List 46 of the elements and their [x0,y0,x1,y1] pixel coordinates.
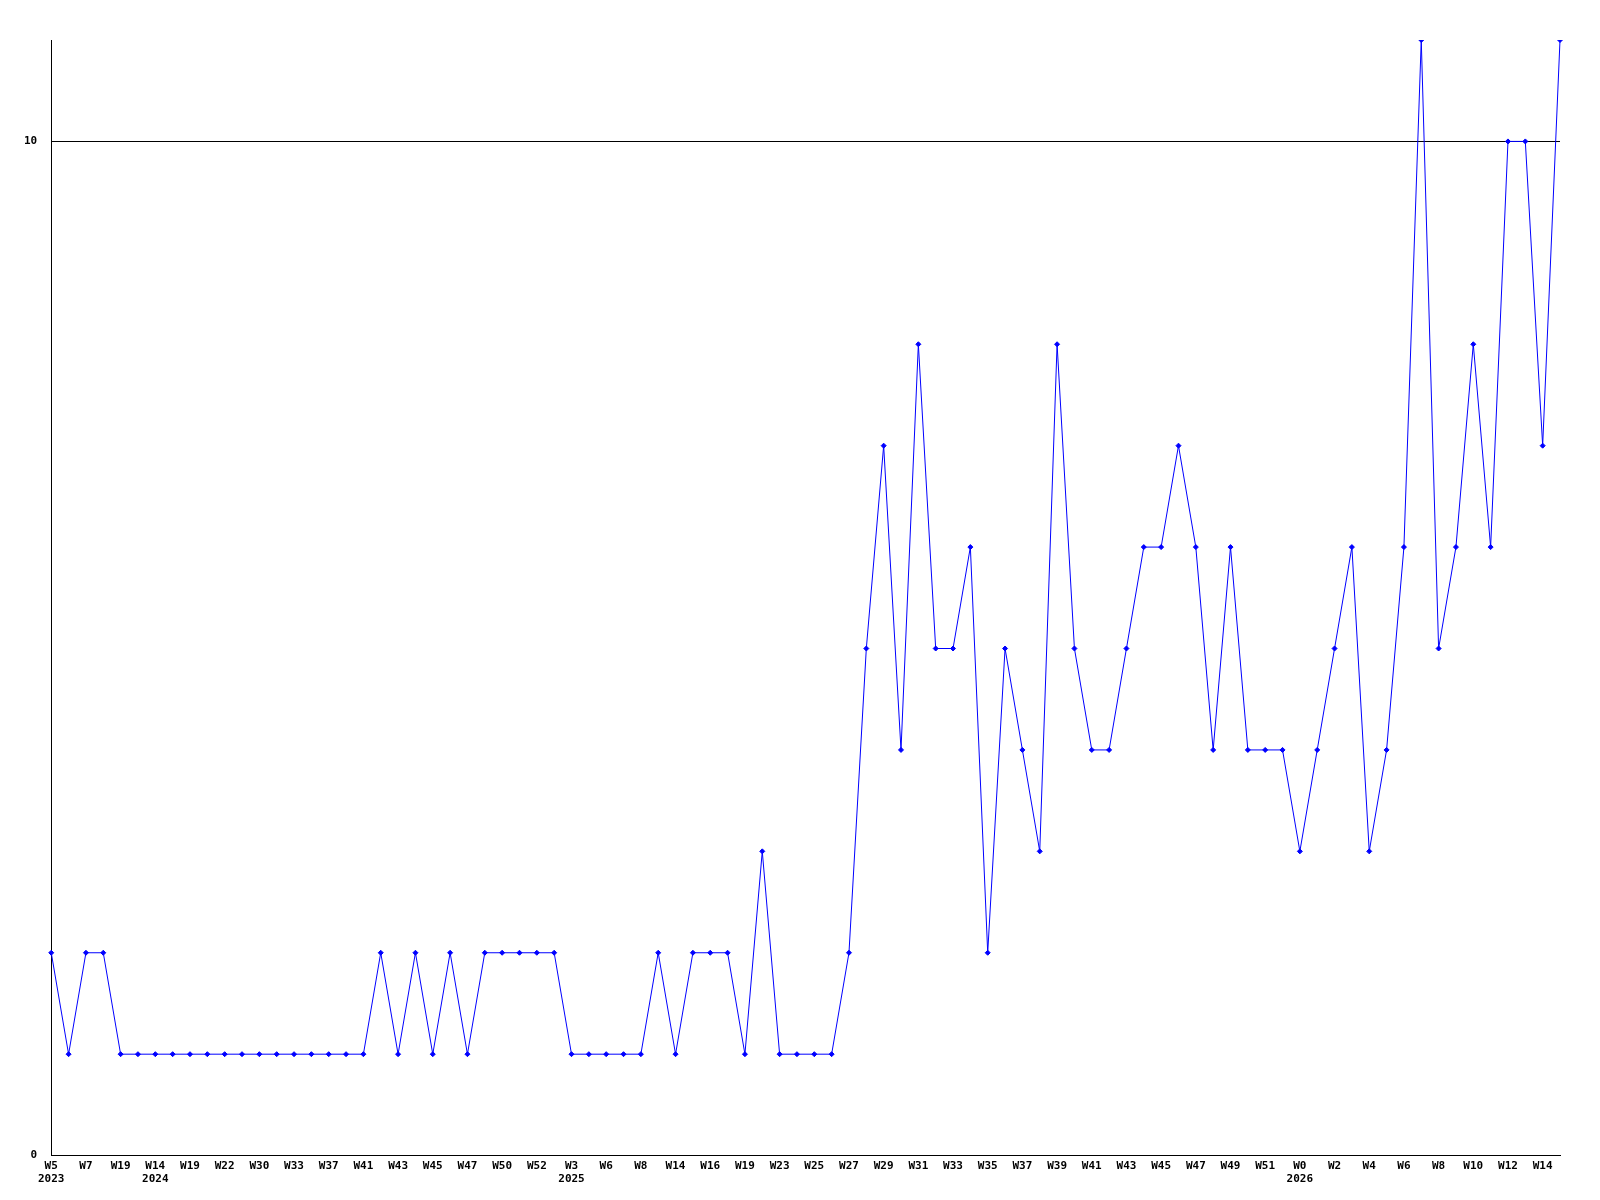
x-tick-label: W4 [1362,1159,1377,1173]
x-tick-label: W14 [665,1159,686,1173]
x-tick-label: W5 2023 [38,1159,65,1186]
x-tick-label: W30 [249,1159,270,1173]
x-tick-label: W19 [734,1159,755,1173]
x-tick-label: W49 [1220,1159,1241,1173]
x-tick-label: W41 [353,1159,374,1173]
x-tick-label: W16 [700,1159,721,1173]
x-tick-label: W7 [79,1159,93,1173]
x-tick-label: W43 [1116,1159,1137,1173]
x-tick-label: W33 [943,1159,963,1173]
y-tick-label: 10 [24,134,38,148]
x-tick-label: W39 [1047,1159,1068,1173]
x-tick-label: W6 [599,1159,614,1173]
x-tick-label: W27 [839,1159,859,1173]
x-tick-label: W47 [1185,1159,1206,1173]
x-tick-label: W19 [110,1159,131,1173]
x-tick-label: W29 [873,1159,894,1173]
x-tick-label: W6 [1397,1159,1411,1173]
y-tick-label: 0 [30,1148,38,1162]
x-tick-label: W50 [492,1159,513,1173]
x-tick-label: W0 2026 [1286,1159,1314,1186]
x-tick-label: W43 [388,1159,409,1173]
x-tick-label: W14 2024 [142,1159,169,1186]
x-tick-label: W45 [1151,1159,1172,1173]
x-tick-label: W47 [457,1159,478,1173]
x-tick-label: W45 [422,1159,443,1173]
x-tick-label: W10 [1463,1159,1484,1173]
x-tick-label: W3 2025 [558,1159,585,1186]
x-tick-label: W37 [1012,1159,1033,1173]
x-tick-label: W12 [1498,1159,1518,1173]
x-tick-label: W8 [634,1159,648,1173]
x-tick-label: W52 [526,1159,547,1173]
x-tick-label: W31 [908,1159,929,1173]
x-tick-label: W35 [977,1159,998,1173]
x-tick-label: W25 [804,1159,825,1173]
x-tick-label: W8 [1431,1159,1446,1173]
x-tick-label: W33 [284,1159,304,1173]
x-tick-label: W2 [1327,1159,1342,1173]
x-tick-label: W41 [1081,1159,1103,1173]
x-tick-label: W37 [318,1159,339,1173]
x-tick-label: W19 [180,1159,200,1173]
x-tick-label: W22 [214,1159,235,1173]
x-tick-label: W23 [769,1159,790,1173]
x-tick-label: W51 [1255,1159,1276,1173]
x-tick-label: W14 [1532,1159,1553,1173]
